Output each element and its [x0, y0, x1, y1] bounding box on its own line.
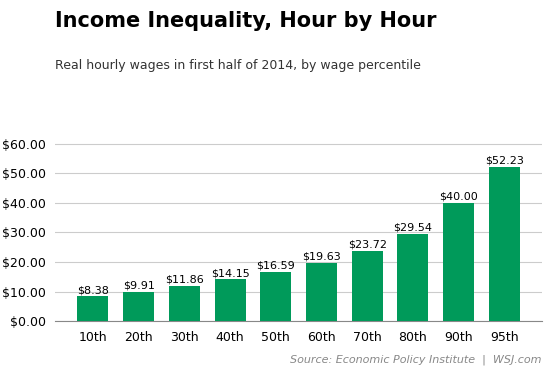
Text: $14.15: $14.15 — [211, 268, 249, 278]
Text: $8.38: $8.38 — [77, 285, 109, 295]
Text: Source: Economic Policy Institute  |  WSJ.com: Source: Economic Policy Institute | WSJ.… — [290, 355, 542, 365]
Bar — [260, 272, 291, 321]
Bar — [352, 251, 383, 321]
Text: Real hourly wages in first half of 2014, by wage percentile: Real hourly wages in first half of 2014,… — [55, 59, 421, 72]
Text: $19.63: $19.63 — [302, 252, 341, 262]
Bar — [77, 296, 108, 321]
Bar — [169, 286, 200, 321]
Text: $11.86: $11.86 — [165, 275, 204, 285]
Text: $9.91: $9.91 — [123, 280, 155, 291]
Bar — [123, 292, 154, 321]
Bar — [398, 234, 429, 321]
Text: Income Inequality, Hour by Hour: Income Inequality, Hour by Hour — [55, 11, 437, 31]
Text: $29.54: $29.54 — [393, 223, 432, 232]
Text: $23.72: $23.72 — [348, 240, 387, 250]
Bar — [215, 279, 246, 321]
Bar — [306, 263, 337, 321]
Text: $52.23: $52.23 — [485, 156, 524, 166]
Bar — [489, 167, 520, 321]
Text: $40.00: $40.00 — [439, 192, 478, 202]
Bar — [443, 203, 474, 321]
Text: $16.59: $16.59 — [257, 261, 295, 271]
